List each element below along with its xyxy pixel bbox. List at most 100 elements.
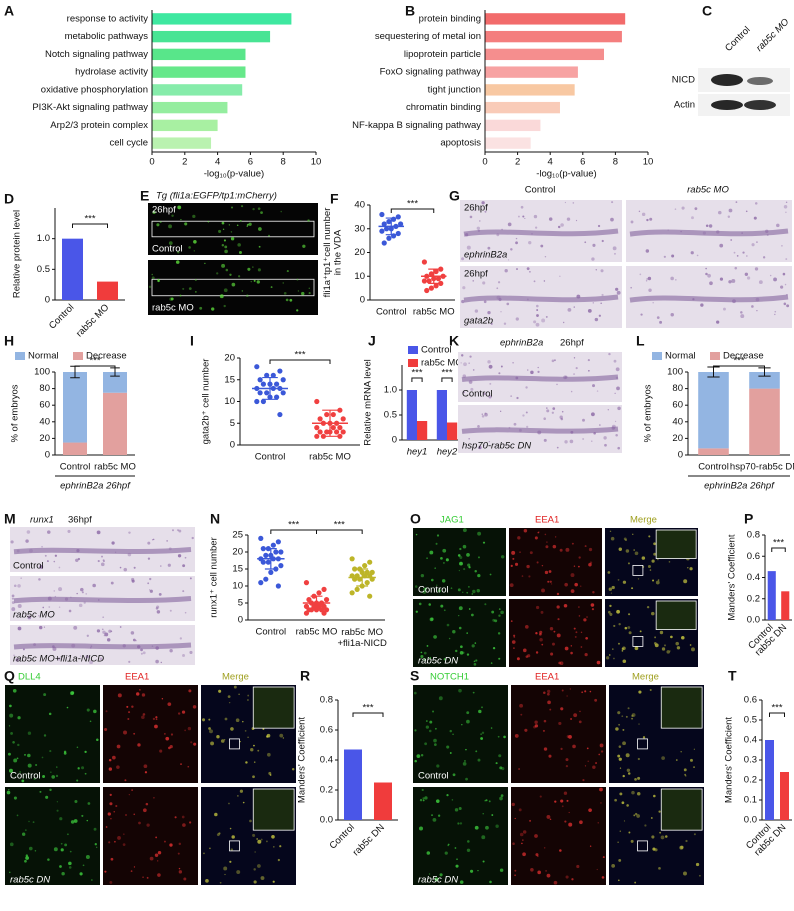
- texture: [223, 866, 228, 871]
- y-tick-label: 0: [360, 295, 365, 306]
- significance-label: ***: [288, 520, 299, 531]
- texture: [25, 856, 30, 860]
- texture: [105, 826, 108, 828]
- legend-label: Control: [421, 345, 452, 356]
- x-tick-label: Control: [47, 302, 76, 331]
- texture: [302, 244, 306, 248]
- texture: [157, 873, 161, 877]
- texture: [481, 201, 485, 205]
- texture: [641, 556, 646, 560]
- texture: [231, 206, 233, 209]
- texture: [426, 851, 431, 855]
- texture: [464, 760, 466, 762]
- texture: [184, 729, 187, 732]
- legend-label: rab5c MO: [421, 358, 463, 369]
- texture: [165, 736, 170, 741]
- texture: [426, 557, 428, 559]
- texture: [479, 220, 481, 222]
- bar-segment: [749, 372, 780, 389]
- texture: [637, 578, 640, 580]
- texture: [727, 215, 731, 218]
- texture: [422, 797, 425, 800]
- texture: [113, 811, 115, 813]
- texture: [133, 866, 136, 868]
- texture: [579, 710, 581, 713]
- texture: [433, 635, 437, 639]
- texture: [683, 871, 687, 876]
- data-point: [379, 211, 385, 218]
- texture: [458, 569, 461, 572]
- texture: [683, 768, 687, 772]
- texture: [168, 224, 172, 229]
- texture: [648, 288, 652, 292]
- texture: [588, 369, 590, 372]
- texture: [495, 762, 498, 765]
- texture: [34, 850, 37, 852]
- image-label: Merge: [632, 672, 659, 683]
- texture: [614, 392, 616, 394]
- texture: [631, 714, 634, 718]
- texture: [588, 562, 592, 567]
- y-axis-label: Manders' Coefficient: [727, 534, 738, 620]
- texture: [64, 843, 68, 847]
- texture: [534, 536, 538, 540]
- texture: [526, 369, 529, 371]
- data-point: [337, 407, 343, 413]
- texture: [465, 777, 468, 781]
- image-label: 26hpf: [560, 338, 584, 349]
- texture: [590, 412, 595, 417]
- texture: [526, 425, 529, 428]
- texture: [38, 615, 40, 617]
- texture: [616, 386, 620, 391]
- texture: [231, 835, 235, 839]
- data-point: [260, 546, 266, 552]
- texture: [584, 765, 587, 767]
- texture: [257, 268, 261, 272]
- texture: [468, 362, 470, 365]
- texture: [609, 604, 612, 608]
- texture: [133, 566, 136, 569]
- texture: [241, 290, 244, 292]
- texture: [543, 438, 547, 442]
- texture: [155, 659, 159, 664]
- texture: [253, 880, 257, 884]
- texture: [86, 634, 89, 637]
- texture: [184, 556, 187, 559]
- texture: [58, 587, 63, 592]
- data-point: [330, 411, 336, 418]
- texture: [560, 747, 563, 751]
- texture: [8, 725, 11, 727]
- texture: [85, 593, 88, 595]
- texture: [584, 545, 587, 548]
- data-point: [433, 268, 439, 275]
- texture: [218, 832, 221, 835]
- texture: [661, 647, 666, 651]
- texture: [157, 851, 162, 855]
- texture: [587, 309, 592, 313]
- texture: [475, 750, 478, 753]
- texture: [554, 800, 557, 803]
- texture: [556, 383, 558, 386]
- texture: [171, 214, 174, 217]
- image-label: Control: [152, 244, 183, 255]
- texture: [443, 658, 446, 661]
- data-point: [364, 580, 370, 586]
- texture: [459, 556, 463, 560]
- texture: [695, 862, 700, 867]
- sd-bar: [322, 409, 338, 437]
- texture: [188, 287, 192, 291]
- texture: [497, 632, 501, 635]
- x-tick-label: rab5c MO: [296, 627, 338, 638]
- y-tick-label: 0.3: [744, 755, 757, 766]
- texture: [522, 852, 526, 857]
- texture: [583, 618, 587, 622]
- texture: [110, 630, 113, 633]
- texture: [473, 660, 476, 663]
- texture: [33, 643, 37, 647]
- texture: [694, 207, 698, 211]
- texture: [237, 795, 239, 797]
- texture: [596, 868, 598, 871]
- y-tick-label: 15: [232, 564, 243, 575]
- texture: [489, 880, 492, 884]
- texture: [266, 733, 271, 738]
